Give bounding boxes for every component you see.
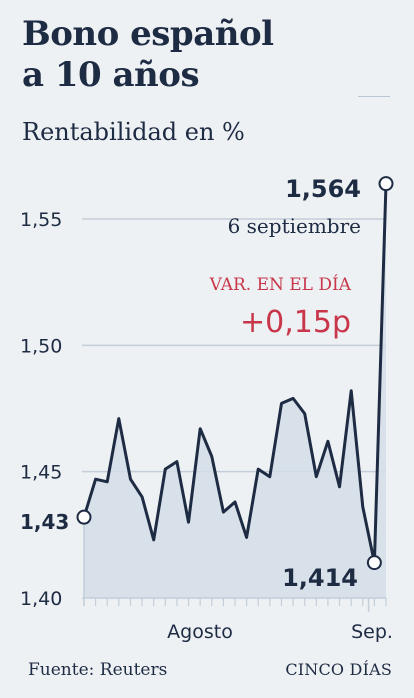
last-point-marker (378, 176, 394, 192)
change-value: +0,15p (240, 305, 351, 340)
grid-lines (82, 218, 386, 473)
start-point-marker (76, 509, 92, 525)
y-tick-label: 1,45 (20, 462, 62, 484)
chart-title-line-2: a 10 años (22, 55, 200, 95)
y-axis-ticks: 1,40 1,43 1,45 1,50 1,55 (20, 209, 69, 610)
y-tick-label: 1,43 (20, 510, 69, 534)
source-note: Fuente: Reuters (28, 660, 168, 680)
title-divider (358, 96, 390, 97)
y-tick-label: 1,40 (20, 588, 62, 610)
last-date-label: 6 septiembre (228, 214, 361, 238)
publisher-brand: CINCO DÍAS (285, 660, 392, 679)
chart-title: Bono español a 10 años (22, 14, 274, 96)
x-axis: Agosto Sep. (82, 522, 393, 643)
change-caption: VAR. EN EL DÍA (209, 274, 352, 295)
yield-area (84, 183, 386, 598)
y-tick-label: 1,50 (20, 335, 62, 357)
point-markers (76, 176, 394, 571)
last-value-label: 1,564 (285, 175, 361, 203)
x-label-september: Sep. (351, 621, 393, 643)
y-tick-label: 1,55 (20, 209, 62, 231)
chart-subtitle: Rentabilidad en % (22, 118, 245, 146)
min-value-label: 1,414 (282, 564, 358, 592)
yield-line (82, 182, 388, 565)
min-point-marker (366, 555, 382, 571)
annotations: 1,564 6 septiembre VAR. EN EL DÍA +0,15p… (209, 175, 361, 592)
chart-title-line-1: Bono español (22, 14, 274, 54)
x-label-august: Agosto (167, 621, 233, 643)
